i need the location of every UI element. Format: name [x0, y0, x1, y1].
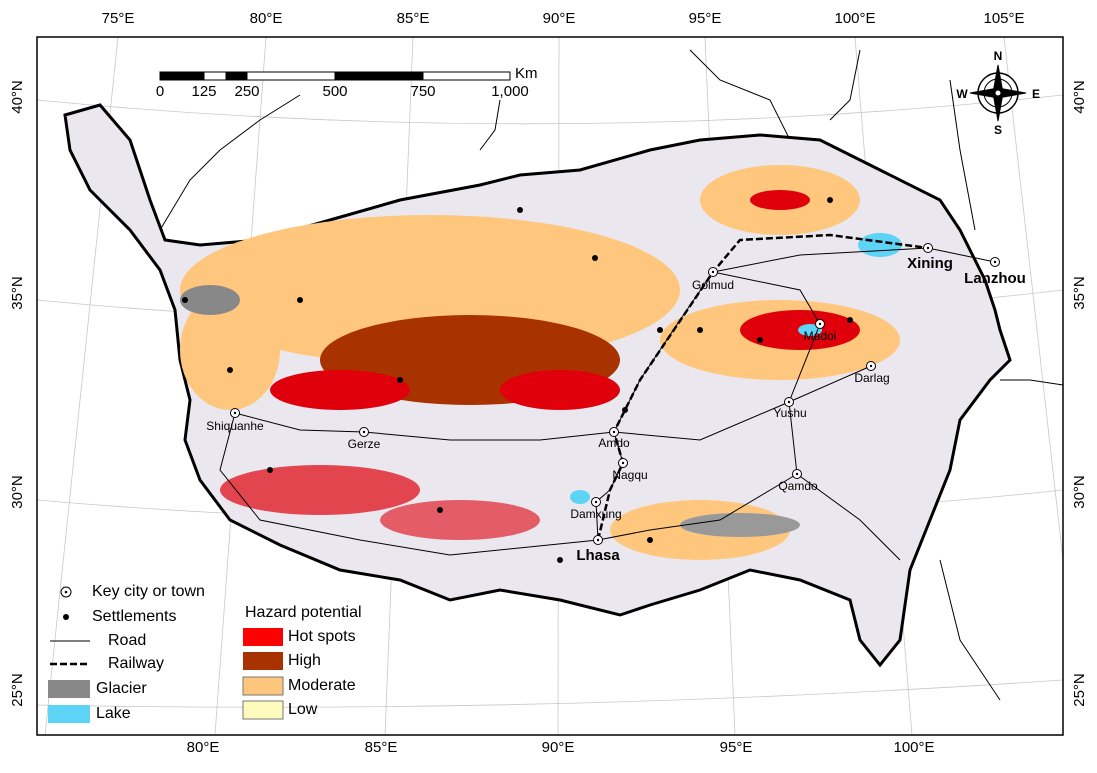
bottom-lon-label: 85°E	[365, 739, 398, 756]
city-dot	[869, 364, 873, 368]
outer-roads	[159, 49, 1064, 701]
left-lat-label: 40°N	[9, 80, 26, 114]
compass-letter: E	[1032, 87, 1040, 101]
compass-letter: S	[994, 123, 1002, 137]
city-label: Shiquanhe	[206, 419, 264, 433]
city-dot	[596, 538, 600, 542]
legend-label: Moderate	[288, 677, 356, 694]
city-dot	[926, 246, 930, 250]
city-label: Xining	[907, 255, 953, 272]
city-dot	[787, 400, 791, 404]
top-lon-label: 95°E	[689, 10, 722, 27]
city-dot	[711, 270, 715, 274]
bottom-lon-label: 100°E	[893, 739, 934, 756]
city-dot	[818, 322, 822, 326]
city-label: Lanzhou	[964, 270, 1026, 287]
compass-rose	[969, 64, 1027, 122]
scale-bar	[159, 71, 511, 81]
legend-label: Low	[288, 701, 318, 718]
top-lon-label: 105°E	[983, 10, 1024, 27]
city-dot	[621, 461, 625, 465]
scale-label: 0	[156, 83, 164, 100]
scale-label: 500	[322, 83, 347, 100]
compass-letter: N	[994, 49, 1003, 63]
legend-label: Hot spots	[288, 628, 356, 645]
city-dot	[233, 411, 237, 415]
legend-label: Settlements	[92, 608, 176, 625]
legend	[48, 586, 284, 723]
scale-label: 250	[234, 83, 259, 100]
top-lon-label: 85°E	[397, 10, 430, 27]
scale-label: 125	[191, 83, 216, 100]
city-label: Damxung	[570, 507, 621, 521]
legend-label: Glacier	[96, 680, 147, 697]
city-label: Nagqu	[612, 468, 647, 482]
railway	[596, 233, 929, 541]
city-label: Darlag	[854, 371, 889, 385]
left-lat-label: 25°N	[9, 673, 26, 707]
city-dot	[993, 260, 997, 264]
city-dot	[362, 430, 366, 434]
legend-label: Lake	[96, 705, 131, 722]
frame	[36, 36, 1064, 736]
settlements	[182, 197, 853, 563]
legend-label: Key city or town	[92, 583, 205, 600]
top-lon-label: 80°E	[250, 10, 283, 27]
left-lat-label: 35°N	[9, 276, 26, 310]
top-lon-label: 75°E	[102, 10, 135, 27]
right-lat-label: 35°N	[1071, 276, 1088, 310]
city-label: Yushu	[773, 406, 806, 420]
legend-title: Hazard potential	[245, 604, 362, 621]
scale-unit: Km	[515, 65, 538, 82]
scale-label: 1,000	[491, 83, 529, 100]
city-label: Gerze	[348, 437, 381, 451]
scale-label: 750	[410, 83, 435, 100]
compass-letter: W	[956, 87, 968, 101]
city-label: Golmud	[692, 278, 734, 292]
legend-label: Road	[108, 632, 146, 649]
left-lat-label: 30°N	[9, 475, 26, 509]
right-lat-label: 25°N	[1071, 673, 1088, 707]
bottom-lon-label: 95°E	[720, 739, 753, 756]
legend-label: Railway	[108, 655, 164, 672]
top-lon-label: 100°E	[834, 10, 875, 27]
bottom-lon-label: 90°E	[542, 739, 575, 756]
right-lat-label: 30°N	[1071, 475, 1088, 509]
right-lat-label: 40°N	[1071, 80, 1088, 114]
city-label: Qamdo	[778, 479, 818, 493]
city-dot	[795, 472, 799, 476]
city-dot	[594, 500, 598, 504]
city-dot	[612, 430, 616, 434]
bottom-lon-label: 80°E	[187, 739, 220, 756]
city-label: Lhasa	[576, 547, 620, 564]
city-label: Amdo	[598, 436, 630, 450]
hazard-areas	[180, 165, 902, 560]
city-label: Madoi	[804, 329, 837, 343]
top-lon-label: 90°E	[543, 10, 576, 27]
legend-label: High	[288, 652, 321, 669]
